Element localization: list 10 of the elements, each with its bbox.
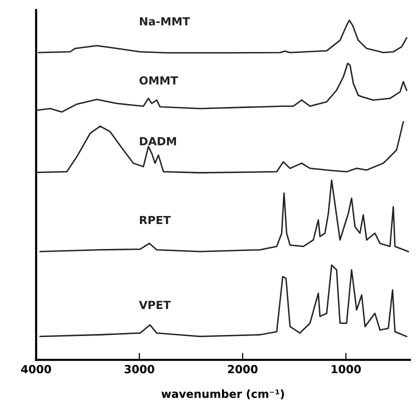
x-tick-label: 2000 [228,364,258,374]
x-tick-label: 1000 [332,364,361,374]
x-axis-title: wavenumber (cm⁻¹) [161,389,284,400]
x-tick-label: 4000 [21,364,52,374]
series-label: OMMT [139,76,178,85]
series-label: RPET [140,216,171,224]
text: Na-MMT [140,17,190,26]
series-label: DADM [140,137,176,146]
series-label: VPET [138,300,171,309]
x-tick-label: 3000 [124,364,154,374]
